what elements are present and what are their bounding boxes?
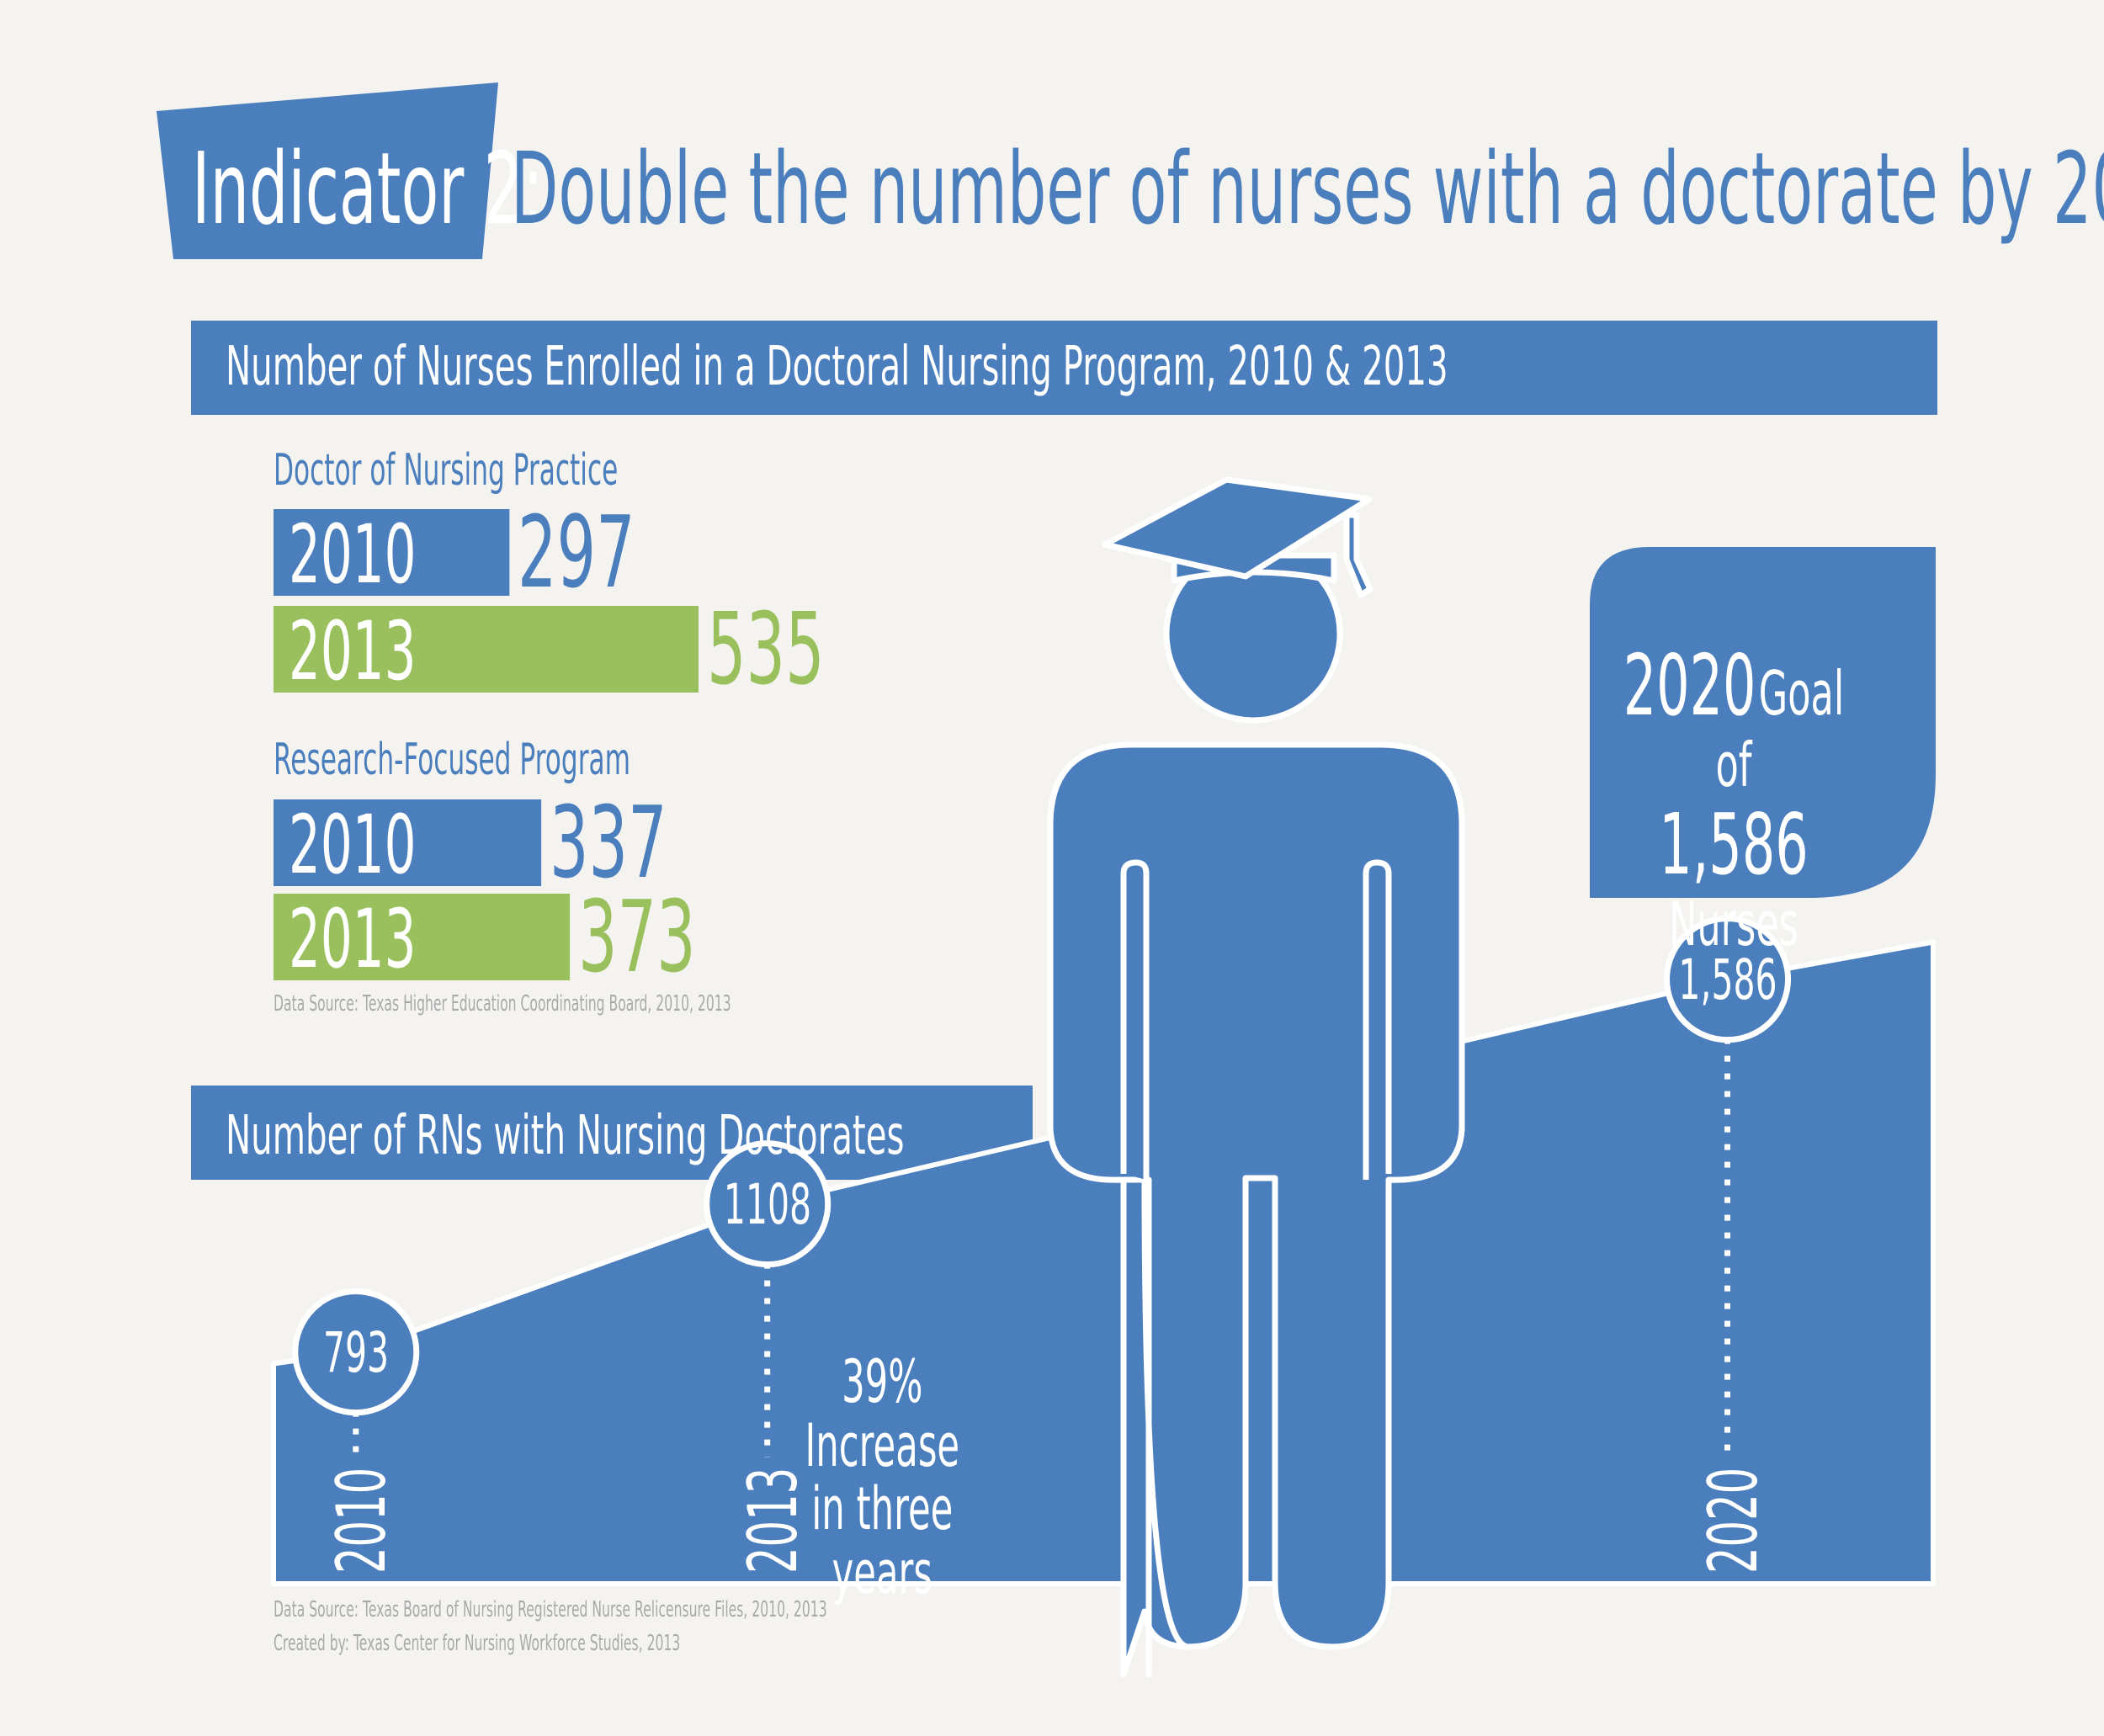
point-value-label: 1108 [723,1171,811,1237]
goal-of-label: Goal of [1715,658,1845,800]
bar-value-label: 535 [707,591,825,707]
section1-title: Number of Nurses Enrolled in a Doctoral … [226,336,1448,398]
x-tick-label: 2020 [1693,1467,1772,1574]
indicator-label: Indicator 2: [192,130,544,247]
goal-count: 1,586 [1659,795,1809,895]
goal-nurses-label: Nurses [1668,889,1799,960]
point-value-label: 1,586 [1677,947,1777,1012]
bar-value-label: 373 [578,879,696,995]
section1-banner [191,321,1937,415]
bar-year-label: 2010 [289,507,417,602]
group-label-research-focused-program: Research-Focused Program [274,735,631,785]
data-source-note: Data Source: Texas Higher Education Coor… [274,991,731,1017]
x-tick-label: 2010 [321,1467,401,1574]
group-label-doctor-of-nursing-practice: Doctor of Nursing Practice [274,445,619,496]
increase-note-line2: in three years [811,1474,954,1607]
created-by-note: Created by: Texas Center for Nursing Wor… [274,1631,681,1656]
bar-research-focused-program-2010 [274,799,542,886]
goal-text: 2020 Goal of 1,586 Nurses [1603,640,1864,958]
bar-chart [274,509,699,980]
graduate-person-icon [1047,476,1465,1678]
section2-title: Number of RNs with Nursing Doctorates [226,1105,905,1167]
data-source-note: Data Source: Texas Board of Nursing Regi… [274,1597,827,1622]
page-title: Double the number of nurses with a docto… [511,130,2104,247]
bar-year-label: 2013 [289,892,417,986]
increase-note-line1: 39% Increase [805,1347,960,1480]
bar-research-focused-program-2013 [274,894,571,980]
section2-banner [191,1086,1033,1180]
bar-value-label: 297 [518,494,635,610]
goal-year: 2020 [1623,636,1756,735]
bar-year-label: 2010 [289,798,417,892]
area-chart [271,916,1936,1586]
data-point [704,1140,832,1268]
goal-box [1590,547,1936,898]
increase-note: 39% Increase in three years [770,1347,995,1607]
point-value-label: 793 [322,1319,389,1385]
data-point [1664,916,1792,1043]
bar-doctor-of-nursing-practice-2010 [274,509,510,596]
bar-year-label: 2013 [289,604,417,698]
bar-value-label: 337 [550,784,667,900]
bar-doctor-of-nursing-practice-2013 [274,606,699,693]
indicator-tab [157,82,498,259]
data-point [292,1288,420,1416]
